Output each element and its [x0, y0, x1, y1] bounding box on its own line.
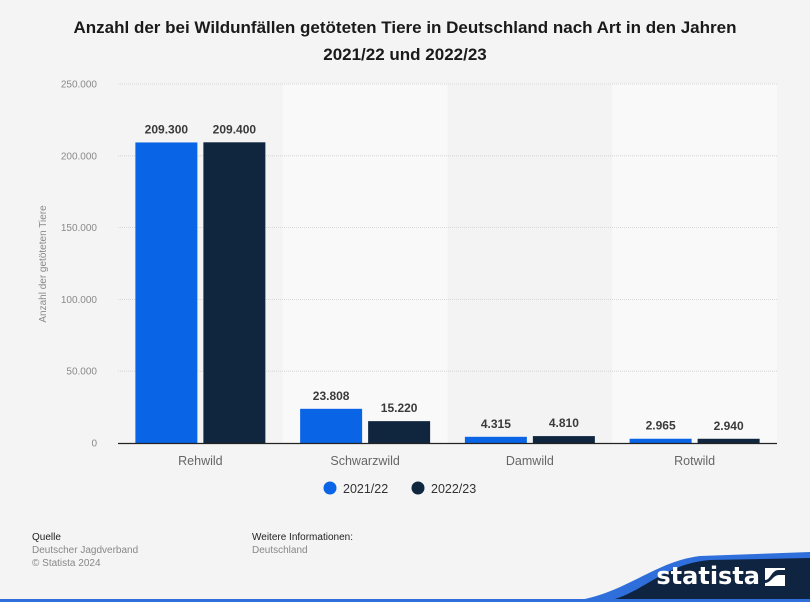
source-heading: Quelle — [32, 532, 61, 543]
bar-2021-22-rotwild[interactable] — [629, 438, 692, 443]
y-tick-label: 150.000 — [61, 223, 98, 234]
info-region: Deutschland — [252, 545, 308, 556]
value-label: 2.940 — [714, 419, 744, 433]
category-band — [447, 84, 613, 443]
chart-title: Anzahl der bei Wildunfällen getöteten Ti… — [73, 18, 737, 64]
bar-2021-22-damwild[interactable] — [464, 436, 527, 443]
category-band — [612, 84, 777, 443]
value-label: 2.965 — [646, 419, 676, 433]
y-tick-label: 50.000 — [66, 367, 97, 378]
banner-bottom-line — [0, 599, 810, 602]
legend-item-2022-23[interactable]: 2022/23 — [411, 481, 477, 497]
x-tick-label: Damwild — [506, 454, 554, 468]
legend-label: 2022/23 — [431, 482, 476, 496]
y-tick-label: 250.000 — [61, 80, 98, 91]
source-link[interactable]: Deutscher Jagdverband — [32, 545, 139, 556]
y-tick-label: 200.000 — [61, 151, 98, 162]
y-tick-label: 0 — [91, 439, 97, 450]
legend-label: 2021/22 — [343, 482, 388, 496]
x-tick-label: Rotwild — [674, 454, 715, 468]
y-axis-ticks: 0 50.000 100.000 150.000 200.000 250.000 — [61, 80, 98, 450]
value-labels: 209.300 209.400 23.808 15.220 4.315 4.810 2.96… — [145, 122, 744, 432]
legend: 2021/22 2022/23 — [323, 481, 477, 497]
value-label: 209.300 — [145, 122, 189, 136]
bars — [135, 142, 760, 444]
bar-2022-23-schwarzwild[interactable] — [368, 421, 431, 443]
statista-logo-text[interactable]: statista — [656, 562, 760, 590]
bar-2022-23-rehwild[interactable] — [203, 142, 266, 443]
info-block: Weitere Informationen: Deutschland — [252, 531, 353, 557]
statista-logo-icon — [765, 568, 785, 586]
value-label: 15.220 — [381, 401, 418, 415]
bar-2021-22-schwarzwild[interactable] — [300, 408, 363, 443]
x-tick-label: Schwarzwild — [330, 454, 400, 468]
bar-chart: 0 50.000 100.000 150.000 200.000 250.000 Anza… — [38, 80, 777, 497]
bar-2022-23-damwild[interactable] — [532, 436, 595, 443]
source-block: Quelle Deutscher Jagdverband © Statista … — [32, 531, 138, 570]
legend-item-2021-22[interactable]: 2021/22 — [323, 481, 389, 497]
banner-dark-wave — [600, 558, 810, 602]
bar-2022-23-rotwild[interactable] — [697, 438, 760, 443]
statista-banner — [0, 552, 810, 602]
x-axis-categories: Rehwild Schwarzwild Damwild Rotwild — [178, 454, 715, 468]
x-tick-label: Rehwild — [178, 454, 223, 468]
y-axis-label: Anzahl der getöteten Tiere — [38, 205, 49, 323]
info-heading: Weitere Informationen: — [252, 532, 353, 543]
value-label: 4.810 — [549, 416, 579, 430]
value-label: 4.315 — [481, 417, 511, 431]
legend-marker-icon — [323, 481, 337, 495]
value-label: 209.400 — [213, 122, 257, 136]
bar-2021-22-rehwild[interactable] — [135, 142, 198, 444]
category-band — [282, 84, 448, 443]
copyright: © Statista 2024 — [32, 558, 101, 569]
legend-marker-icon — [411, 481, 425, 495]
value-label: 23.808 — [313, 389, 350, 403]
y-tick-label: 100.000 — [61, 295, 98, 306]
